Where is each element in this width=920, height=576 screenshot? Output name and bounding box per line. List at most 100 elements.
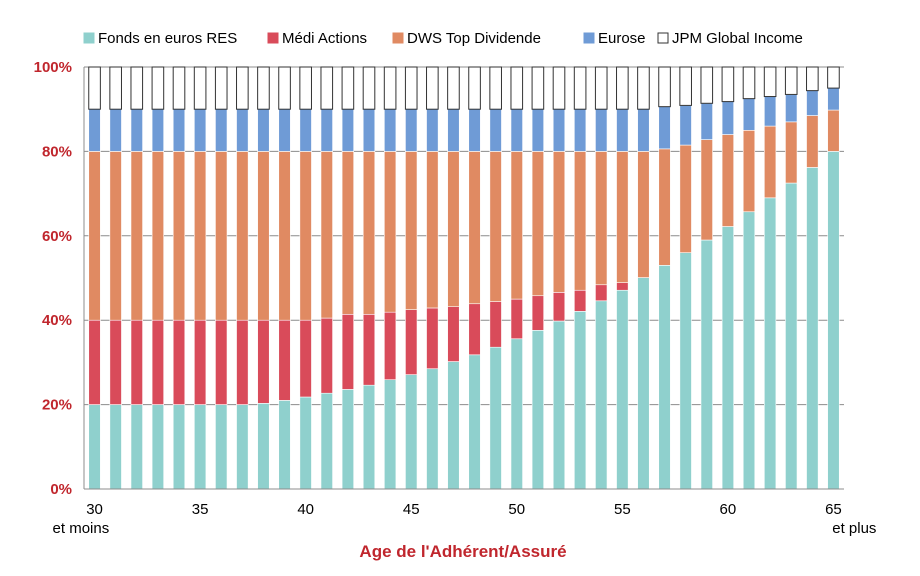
- bar-segment: [764, 125, 777, 199]
- bar-segment: [785, 94, 798, 123]
- bar-segment: [341, 108, 354, 152]
- bar-segment: [785, 121, 798, 184]
- bar-segment: [278, 151, 291, 321]
- bar-segment: [151, 151, 164, 321]
- bar-segment: [384, 311, 397, 381]
- bar-segment-outline: [489, 66, 502, 110]
- bar-segment: [405, 374, 418, 490]
- bar-segment: [700, 139, 713, 241]
- bar-segment: [341, 66, 354, 110]
- x-tick-label: 55: [614, 501, 631, 518]
- legend-entry-label: Eurose: [598, 30, 646, 47]
- legend-swatch: [83, 32, 95, 44]
- bar-segment: [384, 151, 397, 313]
- bar-segment: [721, 66, 734, 102]
- bar-segment: [320, 66, 333, 110]
- bar-segment: [658, 265, 671, 490]
- bar-segment: [742, 66, 756, 99]
- bar-segment: [531, 66, 544, 110]
- bar-segment: [257, 108, 270, 152]
- bar-segment: [109, 108, 122, 152]
- bar-segment: [341, 313, 354, 390]
- bar-segment: [299, 151, 312, 321]
- bar-segment: [595, 108, 608, 152]
- bar-segment: [194, 319, 207, 405]
- bar-segment-outline: [320, 66, 334, 110]
- bar-segment-outline: [193, 66, 207, 110]
- bar-segment: [130, 151, 143, 321]
- bar-segment: [827, 151, 840, 490]
- bar-segment-outline: [742, 66, 756, 100]
- bar-segment: [552, 108, 566, 152]
- legend: Fonds en euros RES Médi Actions DWS Top Di…: [83, 30, 803, 47]
- bar-segment: [215, 151, 228, 321]
- bar-segment: [278, 319, 291, 401]
- bar-segment: [510, 108, 523, 152]
- bar-segment: [215, 404, 228, 490]
- bar-segment: [447, 108, 460, 152]
- y-tick-label: 60%: [42, 228, 72, 245]
- bar-segment: [299, 66, 312, 110]
- bar-segment: [742, 130, 756, 213]
- bar-segment: [764, 96, 777, 127]
- legend-swatch: [657, 32, 669, 44]
- bar-segment: [257, 151, 270, 321]
- bar-segment-outline: [257, 66, 270, 110]
- bar-segment: [468, 108, 481, 152]
- bar-segment: [215, 108, 228, 152]
- bar-segment: [151, 319, 164, 405]
- bar-segment: [384, 379, 397, 490]
- bar-segment: [700, 102, 713, 140]
- bar-segment-outline: [573, 66, 587, 110]
- bar-segment: [827, 87, 840, 111]
- bar-segment: [700, 66, 713, 104]
- bar-segment: [299, 319, 312, 398]
- legend-entry-label: DWS Top Dividende: [407, 30, 541, 47]
- bar-segment: [827, 66, 840, 89]
- bar-segment: [194, 66, 207, 110]
- bar-segment: [426, 66, 439, 110]
- bar-segment: [405, 151, 418, 310]
- bar-segment: [616, 282, 629, 291]
- bar-segment: [109, 404, 122, 490]
- bar-segment: [405, 108, 418, 152]
- bar-segment: [637, 66, 650, 110]
- bar-segment: [130, 404, 143, 490]
- bar-segment-outline: [658, 66, 671, 108]
- bar-segment: [172, 404, 186, 490]
- bar-segment: [468, 354, 481, 490]
- bar-segment: [320, 151, 333, 319]
- bar-segment: [595, 284, 608, 302]
- bar-segment-outline: [88, 66, 101, 110]
- bar-segment: [679, 105, 692, 146]
- bar-segment: [574, 66, 587, 110]
- bar-segment: [764, 66, 777, 97]
- legend-entry-label: Médi Actions: [282, 30, 367, 47]
- bar-segment-outline: [214, 66, 228, 110]
- bar-segment: [151, 66, 164, 110]
- bar-segment: [172, 151, 186, 321]
- bar-segment: [88, 151, 101, 321]
- bar-segment: [531, 295, 544, 331]
- bar-segment: [447, 306, 460, 362]
- bar-segment: [88, 319, 101, 405]
- legend-entry-label: JPM Global Income: [672, 30, 803, 47]
- bar-segment: [215, 319, 228, 405]
- bar-segment: [426, 307, 439, 370]
- bar-segment: [447, 66, 460, 110]
- bar-segment: [362, 108, 376, 152]
- bar-segment: [257, 319, 270, 404]
- bar-segment: [257, 66, 270, 110]
- bar-segment: [574, 108, 587, 152]
- bar-segment: [299, 108, 312, 152]
- bar-segment: [531, 330, 544, 490]
- bar-segment: [679, 252, 692, 490]
- bar-segment: [194, 108, 207, 152]
- x-tick-label: 30: [86, 501, 103, 518]
- bar-segment: [595, 66, 608, 110]
- bar-segment-outline: [637, 66, 650, 110]
- bar-segment: [236, 108, 249, 152]
- bar-segment: [320, 108, 333, 152]
- bar-segment: [362, 151, 376, 315]
- bar-segment: [88, 404, 101, 490]
